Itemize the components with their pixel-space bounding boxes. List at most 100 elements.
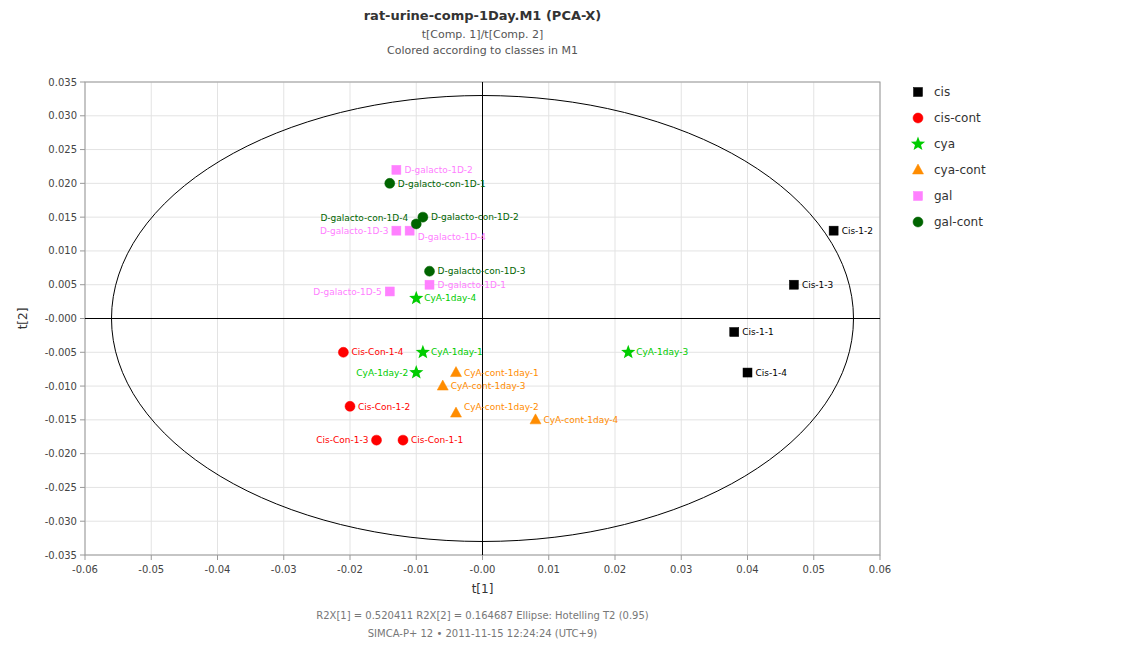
point-label: Cis-1-4 <box>756 368 788 378</box>
legend-marker <box>913 217 923 227</box>
legend-label: cis-cont <box>934 111 981 125</box>
legend: ciscis-contcyacya-contgalgal-cont <box>911 85 986 229</box>
tick-mark <box>80 352 85 353</box>
tick-label: 0.05 <box>803 564 825 575</box>
point-label: D-galacto-1D-4 <box>418 232 487 242</box>
point <box>392 226 401 235</box>
point <box>409 365 423 379</box>
tick-mark <box>416 555 417 560</box>
legend-marker <box>913 164 924 174</box>
tick-label: -0.035 <box>45 550 77 561</box>
legend-label: gal <box>934 189 952 203</box>
point-label: D-galacto-con-1D-4 <box>320 213 408 223</box>
tick-label: -0.030 <box>45 516 77 527</box>
point-label: Cis-1-1 <box>742 327 773 337</box>
tick-label: 0.005 <box>48 279 77 290</box>
point <box>372 435 382 445</box>
tick-label: 0.030 <box>48 110 77 121</box>
tick-mark <box>85 555 86 560</box>
tick-mark <box>548 555 549 560</box>
tick-mark <box>217 555 218 560</box>
tick-label: 0.020 <box>48 178 77 189</box>
tick-mark <box>813 555 814 560</box>
point-label: CyA-1day-2 <box>356 368 408 378</box>
tick-label: 0.01 <box>538 564 560 575</box>
point-label: CyA-1day-1 <box>431 347 483 357</box>
point <box>451 367 462 377</box>
tick-label: -0.000 <box>45 313 77 324</box>
point <box>451 407 462 417</box>
legend-label: cis <box>934 85 950 99</box>
point-label: CyA-cont-1day-3 <box>451 381 526 391</box>
footer-note: R2X[1] = 0.520411 R2X[2] = 0.164687 Elli… <box>316 610 649 621</box>
point-label: D-galacto-1D-2 <box>404 165 472 175</box>
tick-label: -0.005 <box>45 347 77 358</box>
tick-mark <box>80 149 85 150</box>
tick-label: -0.010 <box>45 381 77 392</box>
tick-label: -0.020 <box>45 448 77 459</box>
tick-label: -0.02 <box>337 564 363 575</box>
point <box>730 328 739 337</box>
tick-label: -0.025 <box>45 482 77 493</box>
grid-line <box>85 318 880 319</box>
point <box>530 414 541 424</box>
tick-mark <box>80 487 85 488</box>
point-label: D-galacto-con-1D-1 <box>398 179 486 189</box>
point-label: D-galacto-con-1D-3 <box>438 266 526 276</box>
point <box>437 380 448 390</box>
tick-label: -0.04 <box>205 564 231 575</box>
point-labels: Cis-1-2Cis-1-3Cis-1-1Cis-1-4Cis-Con-1-4C… <box>313 165 873 445</box>
tick-mark <box>80 318 85 319</box>
tick-mark <box>80 217 85 218</box>
chart: rat-urine-comp-1Day.M1 (PCA-X)t[Comp. 1]… <box>0 0 1143 658</box>
point-label: D-galacto-con-1D-2 <box>431 212 519 222</box>
tick-mark <box>80 284 85 285</box>
point <box>338 347 348 357</box>
tick-mark <box>747 555 748 560</box>
tick-mark <box>482 555 483 560</box>
point-label: CyA-cont-1day-4 <box>544 415 619 425</box>
tick-mark <box>80 183 85 184</box>
point-label: CyA-cont-1day-2 <box>464 402 539 412</box>
y-axis-label: t[2] <box>16 308 30 330</box>
point-label: Cis-1-3 <box>802 280 833 290</box>
point-label: Cis-1-2 <box>842 226 873 236</box>
tick-label: 0.06 <box>869 564 891 575</box>
legend-marker <box>914 192 923 201</box>
point <box>411 219 421 229</box>
tick-mark <box>80 453 85 454</box>
grid <box>85 82 880 555</box>
legend-label: cya <box>934 137 955 151</box>
title: rat-urine-comp-1Day.M1 (PCA-X) <box>364 8 602 23</box>
zero-line <box>85 318 880 319</box>
tick-label: 0.035 <box>48 77 77 88</box>
tick-label: -0.05 <box>138 564 164 575</box>
tick-label: -0.03 <box>271 564 297 575</box>
point <box>743 368 752 377</box>
tick-mark <box>681 555 682 560</box>
tick-label: -0.015 <box>45 414 77 425</box>
points <box>338 165 838 445</box>
tick-label: 0.03 <box>670 564 692 575</box>
tick-label: 0.02 <box>604 564 626 575</box>
tick-mark <box>350 555 351 560</box>
tick-mark <box>80 521 85 522</box>
point <box>409 291 423 305</box>
point <box>829 226 838 235</box>
point <box>398 435 408 445</box>
point-label: CyA-cont-1day-1 <box>464 368 539 378</box>
tick-mark <box>880 555 881 560</box>
point-label: D-galacto-1D-5 <box>313 287 381 297</box>
tick-mark <box>80 386 85 387</box>
tick-mark <box>615 555 616 560</box>
point <box>345 401 355 411</box>
tick-mark <box>80 555 85 556</box>
legend-marker <box>913 113 923 123</box>
tick-mark <box>80 419 85 420</box>
x-axis-label: t[1] <box>472 582 494 596</box>
point-label: CyA-1day-4 <box>424 293 476 303</box>
point <box>385 287 394 296</box>
tick-mark <box>151 555 152 560</box>
legend-marker <box>911 137 925 151</box>
plot-area <box>85 82 880 555</box>
